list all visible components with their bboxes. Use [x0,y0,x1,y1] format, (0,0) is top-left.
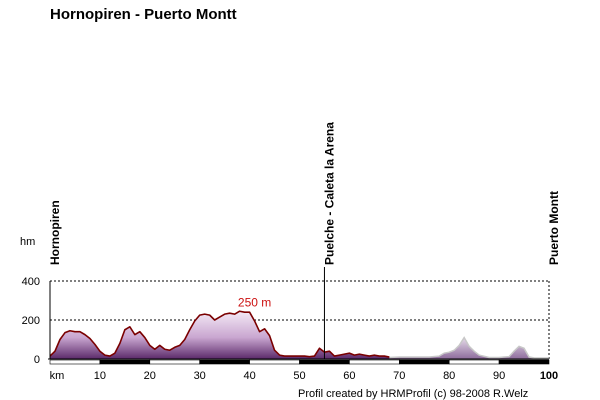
ride-segment-area [50,311,390,359]
x-tick-label-9: 90 [493,370,505,382]
credit-line: Profil created by HRMProfil (c) 98-2008 … [298,388,528,400]
km-bar-segment-9 [498,359,550,365]
y-axis-unit-label: hm [20,236,35,248]
annotation-0: 250 m [238,295,271,309]
y-tick-label-0: 0 [34,354,40,366]
waypoint-label-1: Puelche - Caleta la Arena [322,122,336,265]
km-bar-segment-1 [99,359,151,365]
x-tick-label-2: 20 [144,370,156,382]
gridlines [50,280,550,359]
x-tick-label-10: 100 [540,370,558,382]
km-bar-segment-3 [199,359,250,365]
km-bar-segment-8 [448,359,500,365]
x-tick-label-6: 60 [343,370,355,382]
ride-segment-outline [49,310,390,358]
x-tick-label-1: 10 [94,370,106,382]
km-bar-segment-0 [49,359,101,365]
waypoint-label-0: Hornopiren [48,200,62,265]
x-tick-label-5: 50 [293,370,305,382]
x-tick-labels: km 10 20 30 40 50 60 70 80 90 100 [50,370,559,382]
chart-title: Hornopiren - Puerto Montt [50,6,237,23]
waypoint-labels: Hornopiren Puelche - Caleta la Arena Puert… [48,122,561,265]
x-tick-label-7: 70 [393,370,405,382]
x-tick-label-3: 30 [194,370,206,382]
km-bar-segment-5 [299,359,350,365]
x-tick-label-0: km [50,370,65,382]
x-tick-label-8: 80 [443,370,455,382]
y-tick-label-1: 200 [22,315,40,327]
km-bar-segment-2 [149,359,201,365]
y-tick-labels: 0 200 400 [22,276,40,366]
ferry-segment-area [379,337,549,359]
profile-areas [49,310,549,359]
km-bar-segment-7 [398,359,450,365]
ferry-segment-outline [379,336,549,359]
waypoint-label-2: Puerto Montt [547,191,561,265]
km-bar-segment-4 [249,359,300,365]
km-bar-segment-6 [349,359,400,365]
y-tick-label-2: 400 [22,276,40,288]
annotations: 250 m [238,295,271,309]
x-tick-label-4: 40 [243,370,255,382]
axes [48,281,550,365]
